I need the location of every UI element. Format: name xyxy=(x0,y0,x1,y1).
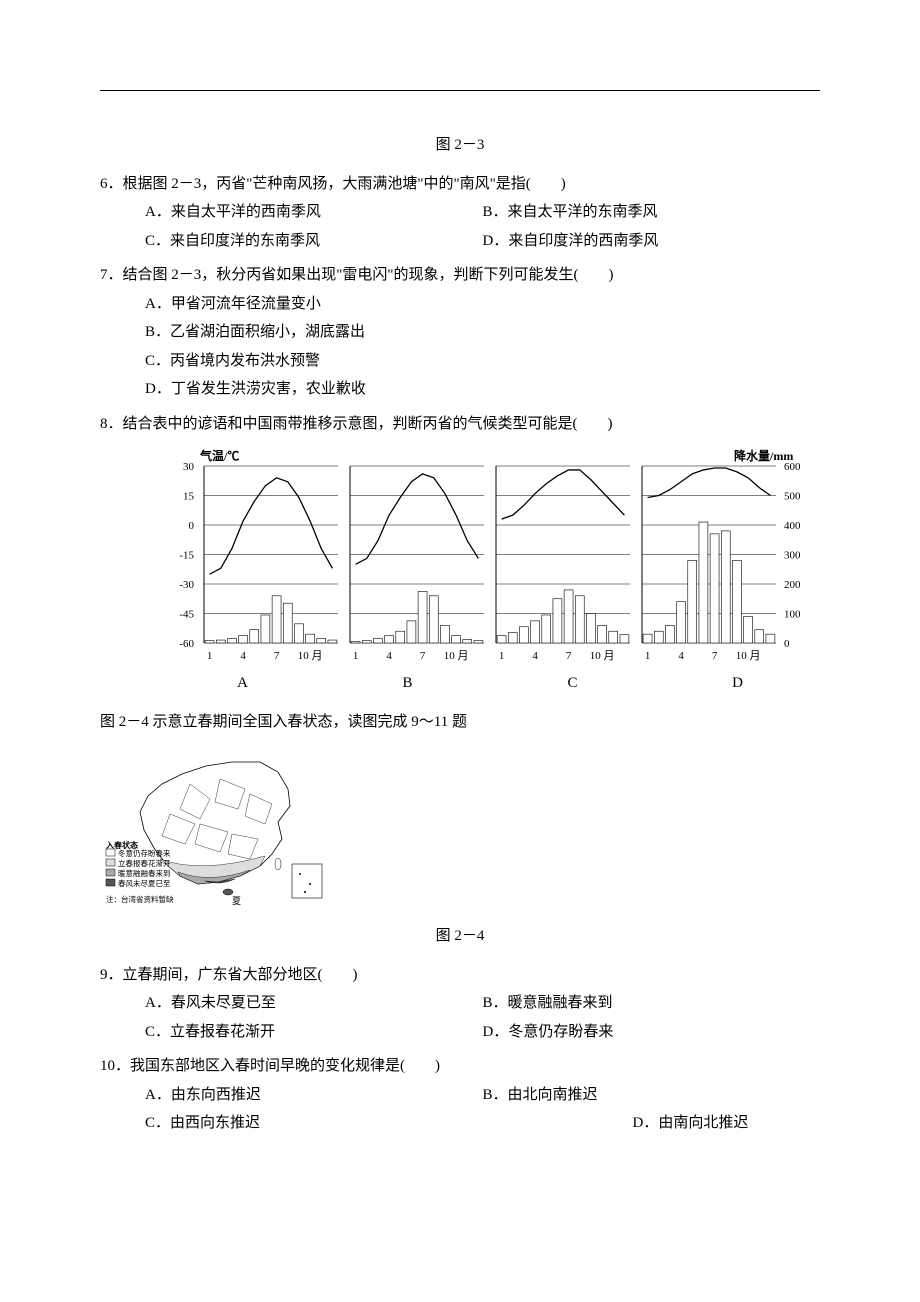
figure-2-3-caption: 图 2－3 xyxy=(100,131,820,160)
svg-text:300: 300 xyxy=(784,550,801,562)
q6-stem: 6．根据图 2－3，丙省"芒种南风扬，大雨满池塘"中的"南风"是指( ) xyxy=(100,170,820,199)
q10-options: A．由东向西推迟 B．由北向南推迟 C．由西向东推迟 D．由南向北推迟 xyxy=(100,1081,820,1138)
q7-option-a: A．甲省河流年径流量变小 xyxy=(145,290,820,319)
svg-text:400: 400 xyxy=(784,520,801,532)
svg-text:注：台湾省资料暂缺: 注：台湾省资料暂缺 xyxy=(106,894,174,904)
q8-option-c: C xyxy=(490,669,655,698)
china-map-svg: 夏入春状态冬意仍存盼春来立春报春花渐开暖意融融春来到春风未尽夏已至注：台湾省资料… xyxy=(100,744,330,914)
svg-text:1: 1 xyxy=(645,650,651,662)
svg-text:-15: -15 xyxy=(179,550,194,562)
q7-option-c: C．丙省境内发布洪水预警 xyxy=(145,347,820,376)
q10-option-c: C．由西向东推迟 xyxy=(145,1109,483,1138)
q6-option-d: D．来自印度洋的西南季风 xyxy=(483,227,821,256)
q10-option-a: A．由东向西推迟 xyxy=(145,1081,483,1110)
q10-option-d: D．由南向北推迟 xyxy=(483,1109,821,1138)
svg-text:4: 4 xyxy=(532,650,538,662)
svg-text:1: 1 xyxy=(499,650,505,662)
q9-options: A．春风未尽夏已至 B．暖意融融春来到 C．立春报春花渐开 D．冬意仍存盼春来 xyxy=(100,989,820,1046)
q7-option-b: B．乙省湖泊面积缩小，湖底露出 xyxy=(145,318,820,347)
question-6: 6．根据图 2－3，丙省"芒种南风扬，大雨满池塘"中的"南风"是指( ) A．来… xyxy=(100,170,820,256)
q9-option-b: B．暖意融融春来到 xyxy=(483,989,821,1018)
svg-text:-30: -30 xyxy=(179,579,194,591)
q9-option-a: A．春风未尽夏已至 xyxy=(145,989,483,1018)
q10-option-b: B．由北向南推迟 xyxy=(483,1081,821,1110)
q9-option-d: D．冬意仍存盼春来 xyxy=(483,1018,821,1047)
q8-stem: 8．结合表中的谚语和中国雨带推移示意图，判断丙省的气候类型可能是( ) xyxy=(100,410,820,439)
intro-9-11: 图 2－4 示意立春期间全国入春状态，读图完成 9～11 题 xyxy=(100,708,820,737)
svg-text:10 月: 10 月 xyxy=(736,650,761,662)
svg-text:500: 500 xyxy=(784,491,801,503)
q9-stem: 9．立春期间，广东省大部分地区( ) xyxy=(100,961,820,990)
figure-2-4-caption: 图 2－4 xyxy=(100,922,820,951)
question-7: 7．结合图 2－3，秋分丙省如果出现"雷电闪"的现象，判断下列可能发生( ) A… xyxy=(100,261,820,404)
svg-text:1: 1 xyxy=(353,650,359,662)
question-10: 10．我国东部地区入春时间早晚的变化规律是( ) A．由东向西推迟 B．由北向南… xyxy=(100,1052,820,1138)
svg-text:-45: -45 xyxy=(179,609,194,621)
svg-text:4: 4 xyxy=(240,650,246,662)
q8-option-b: B xyxy=(325,669,490,698)
svg-text:1: 1 xyxy=(207,650,213,662)
svg-text:10 月: 10 月 xyxy=(444,650,469,662)
svg-text:0: 0 xyxy=(784,638,790,650)
q7-options: A．甲省河流年径流量变小 B．乙省湖泊面积缩小，湖底露出 C．丙省境内发布洪水预… xyxy=(100,290,820,404)
svg-text:7: 7 xyxy=(420,650,426,662)
q10-stem: 10．我国东部地区入春时间早晚的变化规律是( ) xyxy=(100,1052,820,1081)
q6-option-c: C．来自印度洋的东南季风 xyxy=(145,227,483,256)
q7-option-d: D．丁省发生洪涝灾害，农业歉收 xyxy=(145,375,820,404)
svg-text:立春报春花渐开: 立春报春花渐开 xyxy=(118,858,171,868)
svg-text:10 月: 10 月 xyxy=(590,650,615,662)
q6-options: A．来自太平洋的西南季风 B．来自太平洋的东南季风 C．来自印度洋的东南季风 D… xyxy=(100,198,820,255)
svg-text:4: 4 xyxy=(386,650,392,662)
climograph-option-labels: A B C D xyxy=(160,669,820,698)
q8-option-a: A xyxy=(160,669,325,698)
svg-text:冬意仍存盼春来: 冬意仍存盼春来 xyxy=(118,848,171,858)
svg-text:夏: 夏 xyxy=(232,896,241,906)
climograph-svg: 气温/℃30150-15-30-45-60降水量/mm6005004003002… xyxy=(160,448,820,663)
q9-option-c: C．立春报春花渐开 xyxy=(145,1018,483,1047)
svg-text:15: 15 xyxy=(183,491,195,503)
svg-text:10 月: 10 月 xyxy=(298,650,323,662)
svg-text:7: 7 xyxy=(274,650,280,662)
question-8: 8．结合表中的谚语和中国雨带推移示意图，判断丙省的气候类型可能是( ) xyxy=(100,410,820,439)
climograph-figure: 气温/℃30150-15-30-45-60降水量/mm6005004003002… xyxy=(160,448,820,663)
svg-text:7: 7 xyxy=(712,650,718,662)
q8-option-d: D xyxy=(655,669,820,698)
svg-text:100: 100 xyxy=(784,609,801,621)
q6-option-b: B．来自太平洋的东南季风 xyxy=(483,198,821,227)
q6-option-a: A．来自太平洋的西南季风 xyxy=(145,198,483,227)
svg-text:7: 7 xyxy=(566,650,572,662)
q7-stem: 7．结合图 2－3，秋分丙省如果出现"雷电闪"的现象，判断下列可能发生( ) xyxy=(100,261,820,290)
svg-text:200: 200 xyxy=(784,579,801,591)
svg-text:30: 30 xyxy=(183,461,195,473)
svg-text:气温/℃: 气温/℃ xyxy=(199,448,239,463)
svg-text:4: 4 xyxy=(678,650,684,662)
top-rule xyxy=(100,90,820,91)
china-map-figure: 夏入春状态冬意仍存盼春来立春报春花渐开暖意融融春来到春风未尽夏已至注：台湾省资料… xyxy=(100,744,820,914)
svg-text:600: 600 xyxy=(784,461,801,473)
question-9: 9．立春期间，广东省大部分地区( ) A．春风未尽夏已至 B．暖意融融春来到 C… xyxy=(100,961,820,1047)
svg-text:暖意融融春来到: 暖意融融春来到 xyxy=(118,868,171,878)
svg-text:-60: -60 xyxy=(179,638,194,650)
svg-text:0: 0 xyxy=(189,520,195,532)
svg-text:春风未尽夏已至: 春风未尽夏已至 xyxy=(118,878,171,888)
